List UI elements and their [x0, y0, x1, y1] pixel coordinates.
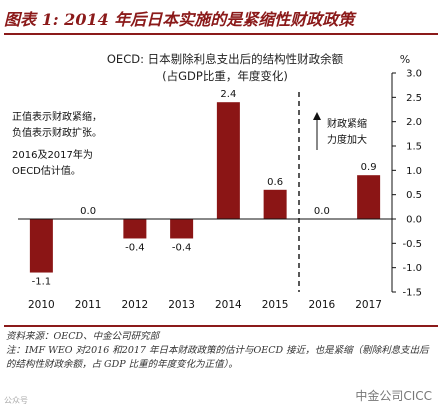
bar-2012 — [123, 219, 147, 239]
ann-left-1-line: 正值表示财政紧缩， — [12, 110, 102, 123]
y-unit-label: % — [400, 53, 410, 66]
data-label-2010: -1.1 — [32, 277, 52, 288]
note-line: 注：IMF WEO 对2016 和2017 年日本财政政策的估计与OECD 接近… — [6, 345, 429, 370]
y-tick-label: 3.0 — [406, 69, 422, 80]
up-arrow-head — [313, 112, 321, 120]
annotation-sign-convention: 正值表示财政紧缩， 负值表示财政扩张。 — [12, 110, 102, 139]
x-tick-label-2014: 2014 — [215, 299, 242, 311]
bar-2017 — [357, 175, 381, 219]
bar-2013 — [170, 219, 194, 239]
x-tick-label-2017: 2017 — [355, 299, 382, 311]
data-label-2015: 0.6 — [267, 177, 283, 188]
y-tick-label: 1.0 — [406, 166, 422, 177]
y-tick-label: -0.5 — [402, 239, 422, 250]
data-label-2017: 0.9 — [361, 162, 377, 173]
bar-2010 — [29, 219, 53, 273]
ann-right-line: 力度加大 — [327, 133, 367, 146]
bottom-rule — [4, 325, 438, 327]
x-tick-label-2016: 2016 — [309, 299, 336, 311]
x-tick-label-2012: 2012 — [122, 299, 149, 311]
data-label-2013: -0.4 — [172, 242, 192, 253]
source-line: 资料来源：OECD、中金公司研究部 — [6, 331, 160, 342]
x-tick-label-2010: 2010 — [28, 299, 55, 311]
ann-left-1-line: 负值表示财政扩张。 — [12, 126, 102, 139]
y-tick-label: 2.5 — [406, 93, 422, 104]
title-rule — [4, 33, 438, 35]
figure-title: 图表 1: 2014 年后日本实施的是紧缩性财政政策 — [4, 10, 355, 29]
annotation-estimate-note: 2016及2017年为 OECD估计值。 — [12, 148, 93, 177]
ann-left-2-line: OECD估计值。 — [12, 164, 81, 177]
chart-subtitle: (占GDP比重，年度变化) — [162, 69, 288, 83]
ann-right-line: 财政紧缩 — [327, 117, 367, 130]
footnote: 资料来源：OECD、中金公司研究部 注：IMF WEO 对2016 和2017 … — [6, 330, 436, 372]
ann-left-2-line: 2016及2017年为 — [12, 148, 93, 161]
brand-label: 中金公司CICC — [355, 389, 432, 403]
bar-chart: OECD: 日本剔除利息支出后的结构性财政余额 (占GDP比重，年度变化) % … — [12, 52, 422, 311]
y-tick-label: -1.5 — [402, 288, 422, 299]
watermark: 公众号 — [4, 396, 28, 405]
y-tick-label: 1.5 — [406, 142, 422, 153]
y-tick-label: 2.0 — [406, 117, 422, 128]
y-tick-label: -1.0 — [402, 263, 422, 274]
bar-2015 — [263, 189, 287, 219]
x-tick-label-2015: 2015 — [262, 299, 289, 311]
data-label-2014: 2.4 — [220, 89, 236, 100]
x-tick-label-2011: 2011 — [75, 299, 102, 311]
y-tick-label: 0.0 — [406, 215, 422, 226]
bar-2014 — [216, 102, 240, 219]
data-label-2011: 0.0 — [80, 206, 96, 217]
chart-title: OECD: 日本剔除利息支出后的结构性财政余额 — [107, 52, 344, 66]
y-tick-label: 0.5 — [406, 190, 422, 201]
data-label-2012: -0.4 — [125, 242, 145, 253]
data-label-2016: 0.0 — [314, 206, 330, 217]
x-tick-label-2013: 2013 — [168, 299, 195, 311]
